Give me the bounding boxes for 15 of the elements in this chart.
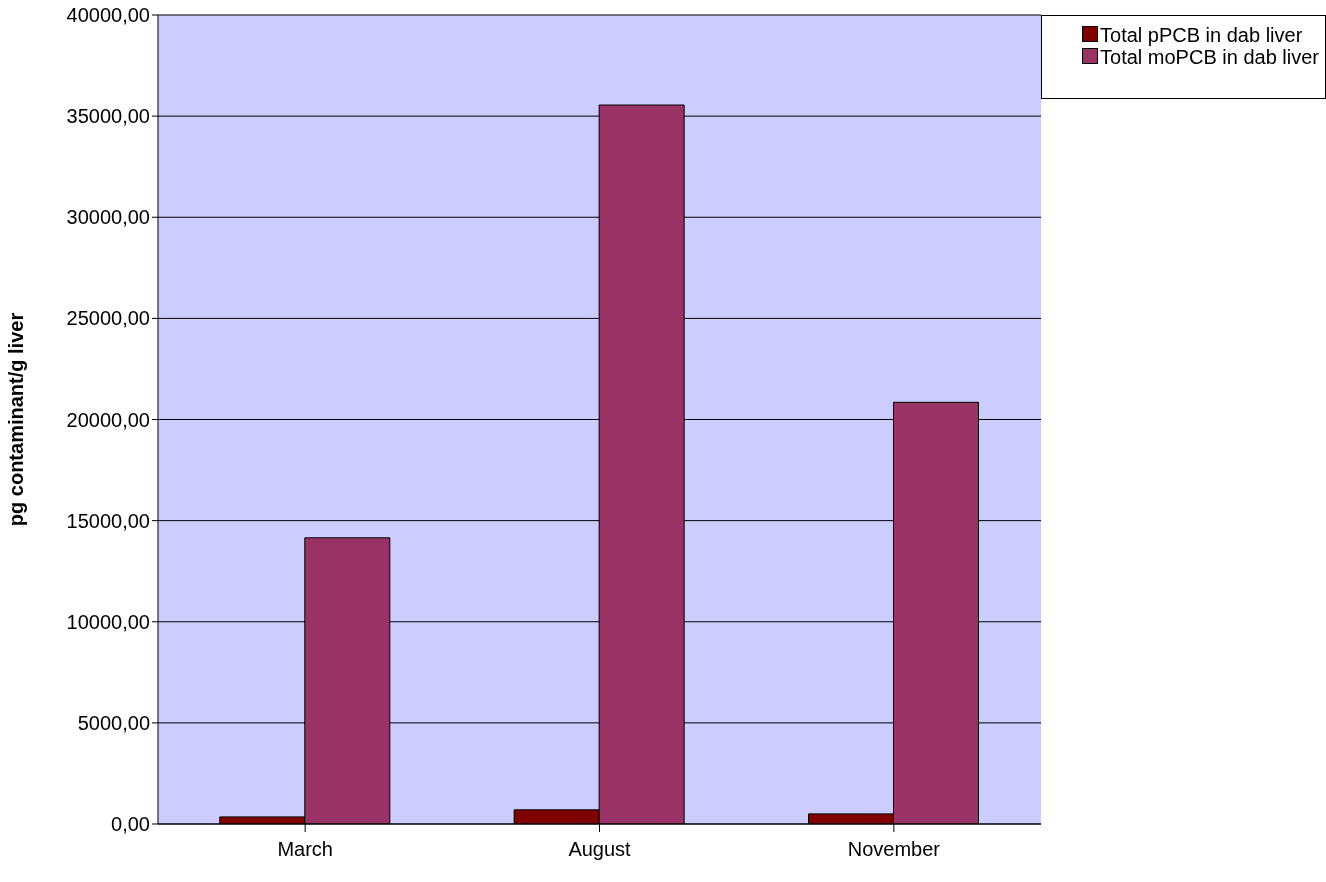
x-tick-label: March [277,838,333,861]
legend-label: Total moPCB in dab liver [1099,46,1319,68]
y-tick-label: 30000,00 [66,206,150,229]
y-tick-label: 0,00 [111,813,150,836]
y-tick-label: 25000,00 [66,307,150,330]
y-axis-title: pg contaminant/g liver [5,312,28,527]
y-tick-label: 10000,00 [66,610,150,633]
x-tick-label: November [847,838,941,861]
x-tick-label: August [568,838,632,861]
legend-label: Total pPCB in dab liver [1099,24,1304,46]
y-tick-label: 40000,00 [66,4,150,27]
y-tick-label: 35000,00 [66,105,150,128]
y-tick-label: 15000,00 [66,509,150,532]
y-tick-label: 5000,00 [77,711,150,734]
y-tick-label: 20000,00 [66,408,150,431]
